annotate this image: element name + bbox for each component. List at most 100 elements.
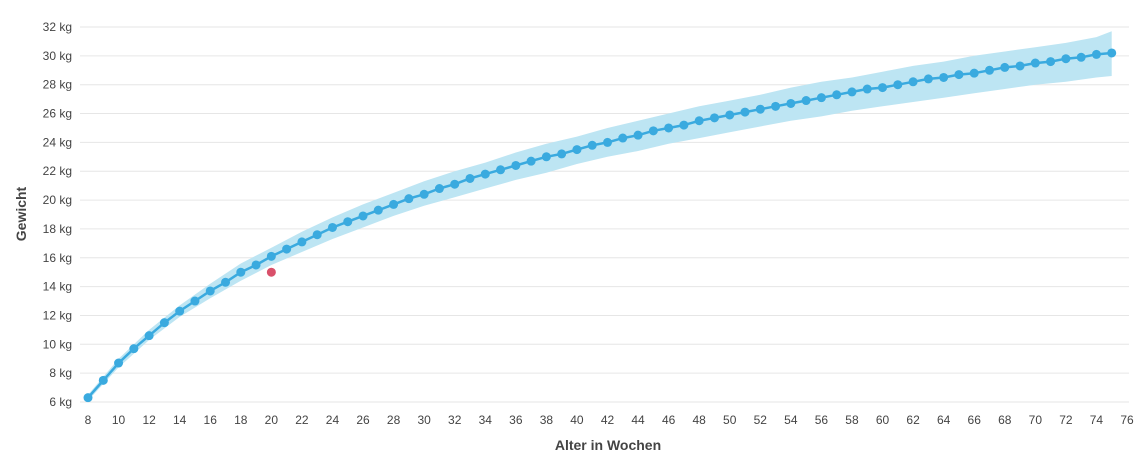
expected-weight-point[interactable] [633,130,643,140]
expected-weight-point[interactable] [83,393,93,403]
expected-weight-point[interactable] [740,107,750,117]
expected-weight-point[interactable] [557,149,567,159]
y-tick-label: 18 kg [43,222,72,236]
y-axis-title: Gewicht [13,186,29,241]
x-tick-label: 22 [295,413,309,427]
x-tick-label: 42 [601,413,615,427]
x-tick-label: 54 [784,413,798,427]
expected-weight-point[interactable] [771,101,781,111]
expected-weight-point[interactable] [709,113,719,123]
expected-weight-point[interactable] [312,230,322,240]
x-tick-label: 60 [876,413,890,427]
y-tick-label: 8 kg [49,366,72,380]
expected-weight-point[interactable] [572,145,582,155]
x-tick-label: 12 [142,413,156,427]
expected-weight-point[interactable] [1107,48,1117,58]
y-axis-ticks: 6 kg 8 kg 10 kg 12 kg 14 kg 16 kg 18 kg 20 kg 22… [43,20,72,409]
expected-weight-point[interactable] [358,211,368,221]
x-tick-label: 40 [570,413,584,427]
y-tick-label: 26 kg [43,107,72,121]
expected-weight-point[interactable] [404,194,414,204]
expected-weight-point[interactable] [159,318,169,328]
x-tick-label: 70 [1029,413,1043,427]
x-tick-label: 52 [754,413,768,427]
expected-weight-point[interactable] [679,120,689,130]
x-tick-label: 18 [234,413,248,427]
expected-weight-point[interactable] [878,83,888,93]
expected-weight-point[interactable] [832,90,842,100]
x-tick-label: 50 [723,413,737,427]
expected-weight-point[interactable] [190,296,200,306]
expected-weight-point[interactable] [587,140,597,150]
series-line-layer [87,51,1112,399]
expected-weight-point[interactable] [1000,62,1010,72]
expected-weight-point[interactable] [282,244,292,254]
expected-weight-point[interactable] [725,110,735,120]
expected-weight-point[interactable] [1076,52,1086,62]
x-tick-label: 66 [968,413,982,427]
x-tick-label: 72 [1059,413,1073,427]
expected-weight-point[interactable] [434,184,444,194]
expected-weight-point[interactable] [939,72,949,82]
y-tick-label: 6 kg [49,395,72,409]
expected-weight-point[interactable] [786,98,796,108]
expected-weight-point[interactable] [908,77,918,87]
expected-weight-point[interactable] [266,251,276,261]
expected-weight-point[interactable] [98,375,108,385]
x-tick-label: 68 [998,413,1012,427]
data-points-layer [83,48,1117,403]
expected-weight-point[interactable] [480,169,490,179]
expected-weight-point[interactable] [129,344,139,354]
x-tick-label: 58 [845,413,859,427]
expected-weight-point[interactable] [984,65,994,75]
x-tick-label: 24 [326,413,340,427]
expected-weight-point[interactable] [175,306,185,316]
expected-weight-point[interactable] [816,93,826,103]
expected-weight-point[interactable] [251,260,261,270]
expected-weight-point[interactable] [373,205,383,215]
expected-weight-point[interactable] [114,358,124,368]
expected-weight-point[interactable] [648,126,658,136]
y-tick-label: 28 kg [43,78,72,92]
expected-weight-point[interactable] [1061,54,1071,64]
expected-weight-point[interactable] [1030,58,1040,68]
expected-weight-point[interactable] [450,179,460,189]
expected-weight-point[interactable] [755,104,765,114]
expected-weight-point[interactable] [954,70,964,80]
expected-weight-point[interactable] [969,68,979,78]
expected-weight-point[interactable] [618,133,628,143]
y-tick-label: 10 kg [43,337,72,351]
expected-weight-point[interactable] [923,74,933,84]
expected-weight-point[interactable] [893,80,903,90]
expected-weight-point[interactable] [526,156,536,166]
expected-weight-point[interactable] [297,237,307,247]
expected-weight-point[interactable] [205,286,215,296]
y-tick-label: 14 kg [43,280,72,294]
expected-weight-point[interactable] [343,217,353,227]
expected-weight-point[interactable] [1015,61,1025,71]
expected-weight-point[interactable] [389,199,399,209]
expected-weight-point[interactable] [862,84,872,94]
expected-weight-point[interactable] [511,160,521,170]
expected-weight-point[interactable] [465,173,475,183]
expected-weight-point[interactable] [1046,57,1056,67]
expected-weight-point[interactable] [327,222,337,232]
expected-weight-point[interactable] [236,267,246,277]
x-tick-label: 26 [356,413,370,427]
measured-weight-point[interactable] [266,267,276,277]
x-axis-ticks: 8 10 12 14 16 18 20 22 24 26 28 30 32 34 36 38 40 42 44 46 4… [85,413,1134,427]
expected-weight-point[interactable] [603,137,612,147]
expected-weight-point[interactable] [694,116,704,126]
expected-weight-point[interactable] [664,123,674,133]
expected-weight-point[interactable] [496,165,506,175]
x-tick-label: 20 [265,413,279,427]
expected-weight-point[interactable] [144,331,154,341]
expected-weight-point[interactable] [1091,49,1101,59]
expected-weight-point[interactable] [221,277,231,287]
y-tick-label: 22 kg [43,164,72,178]
expected-weight-point[interactable] [801,96,811,106]
expected-weight-point[interactable] [541,152,551,162]
expected-weight-point[interactable] [419,189,429,199]
x-tick-label: 62 [906,413,920,427]
expected-weight-point[interactable] [847,87,857,97]
